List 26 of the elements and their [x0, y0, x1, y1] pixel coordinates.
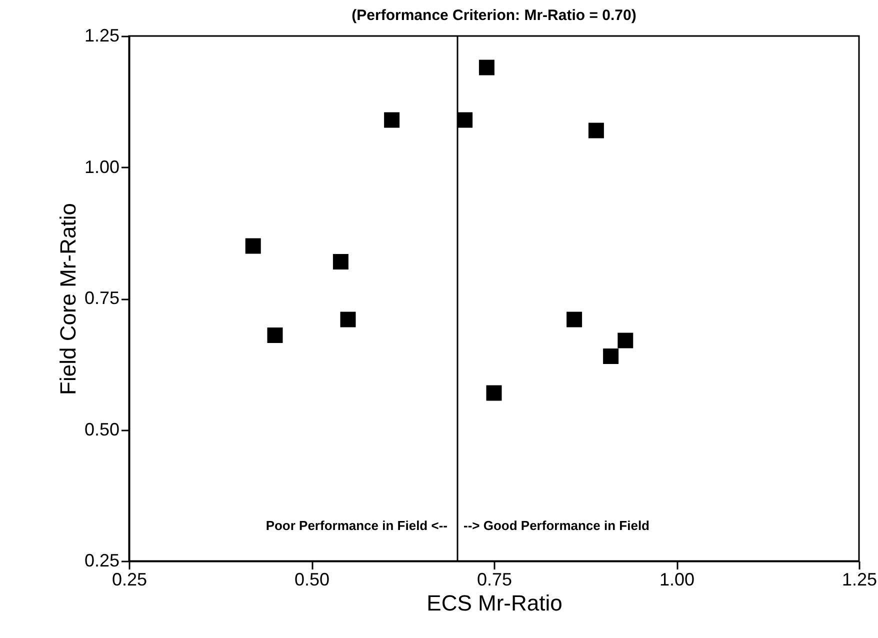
- y-tick-label: 1.25: [84, 26, 120, 46]
- x-tick-label: 0.50: [294, 570, 330, 590]
- x-tick-label: 0.25: [112, 570, 148, 590]
- x-axis-title: ECS Mr-Ratio: [426, 590, 562, 616]
- y-tick-label: 1.00: [84, 156, 120, 177]
- y-axis-title: Field Core Mr-Ratio: [55, 203, 80, 395]
- point: [340, 312, 356, 328]
- point: [603, 348, 619, 364]
- y-tick-label: 0.50: [84, 419, 120, 440]
- y-tick-label: 0.25: [84, 550, 120, 570]
- annotation: Poor Performance in Field <--: [266, 518, 448, 533]
- point: [332, 254, 348, 270]
- annotation: --> Good Performance in Field: [464, 518, 650, 533]
- x-tick-label: 0.75: [476, 570, 512, 590]
- point: [384, 112, 400, 128]
- point: [267, 328, 283, 343]
- point: [588, 122, 604, 138]
- point: [566, 312, 582, 328]
- chart-title: (Performance Criterion: Mr-Ratio = 0.70): [352, 7, 636, 24]
- point: [618, 332, 634, 348]
- y-tick-label: 0.75: [84, 288, 120, 308]
- x-tick-label: 1.25: [842, 570, 878, 590]
- point: [478, 60, 494, 76]
- x-tick-label: 1.00: [659, 570, 695, 590]
- point: [486, 385, 502, 401]
- point: [245, 238, 261, 254]
